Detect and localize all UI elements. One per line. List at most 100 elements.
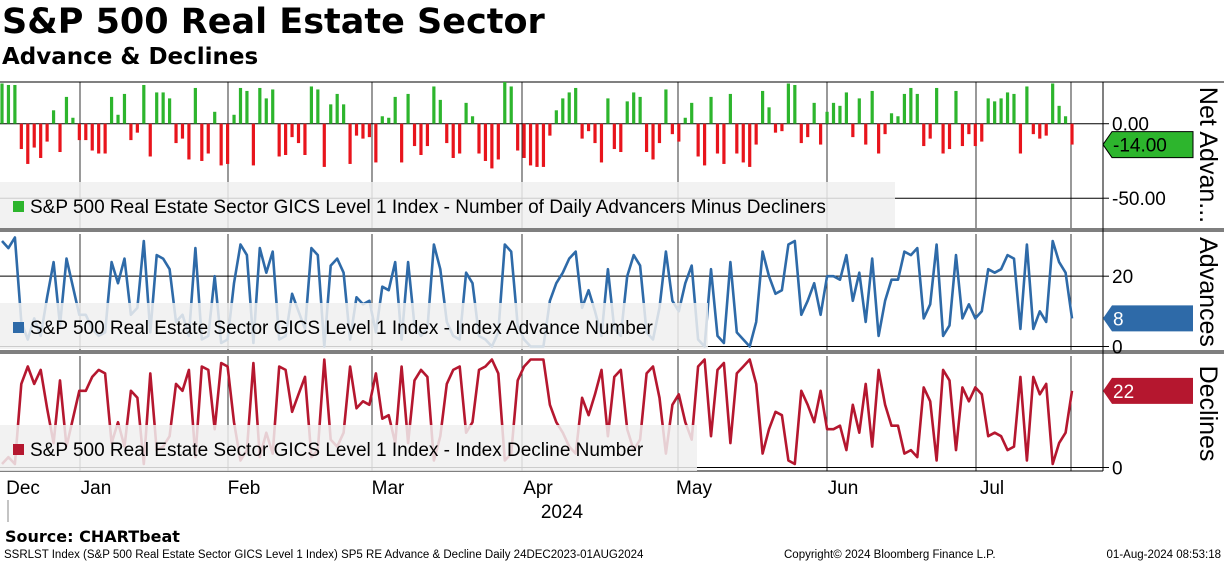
net-bar: [309, 86, 313, 124]
chart-title: S&P 500 Real Estate Sector: [2, 2, 545, 42]
net-bar: [664, 89, 668, 124]
net-bar: [909, 87, 913, 124]
legend-swatch: [13, 444, 24, 455]
net-bar: [142, 84, 146, 124]
net-bar: [586, 123, 591, 132]
net-bar: [103, 123, 107, 154]
net-bar: [1044, 123, 1048, 136]
net-bar: [844, 92, 848, 124]
net-bar: [348, 123, 352, 164]
net-bar: [290, 123, 294, 138]
y-tick-label: 0.00: [1112, 115, 1149, 136]
net-bar: [419, 123, 423, 155]
net-bar: [593, 123, 597, 144]
net-bar: [902, 93, 907, 124]
net-bar: [167, 98, 172, 124]
net-bar: [516, 123, 520, 151]
net-bar: [64, 96, 69, 124]
net-bar: [122, 93, 127, 124]
x-tick-label: Mar: [372, 478, 405, 499]
net-bar: [1031, 123, 1035, 135]
net-bar: [535, 123, 539, 167]
net-bar: [361, 123, 365, 139]
net-bar: [451, 123, 455, 158]
legend-box: [0, 182, 895, 228]
net-bar: [483, 123, 488, 161]
y-tick-label: 20: [1112, 267, 1133, 288]
net-bar: [935, 87, 939, 124]
net-bar: [877, 123, 881, 154]
net-bar: [999, 98, 1003, 124]
net-bar: [806, 123, 810, 138]
net-bar: [599, 123, 604, 163]
net-bar: [258, 87, 262, 124]
net-bar: [13, 84, 17, 124]
x-tick-label: Jun: [828, 478, 859, 499]
net-bar: [496, 123, 500, 160]
net-bar: [109, 96, 114, 124]
net-bar: [425, 123, 430, 147]
net-bar: [174, 123, 178, 144]
net-bar: [889, 113, 894, 124]
net-bar: [702, 123, 707, 166]
net-bar: [541, 123, 546, 167]
legend-label: S&P 500 Real Estate Sector GICS Level 1 …: [30, 318, 653, 339]
net-bar: [509, 86, 513, 124]
net-bar: [574, 87, 578, 124]
net-bar: [135, 123, 139, 133]
net-bar: [251, 123, 255, 166]
net-bar: [528, 123, 533, 166]
net-bar: [947, 123, 952, 150]
net-bar: [522, 123, 526, 158]
last-value-tag: [1103, 305, 1193, 332]
net-bar: [438, 99, 442, 124]
net-bar: [503, 82, 507, 124]
net-bar: [735, 123, 739, 154]
net-bar: [954, 90, 958, 124]
net-bar: [722, 123, 726, 164]
net-bar: [226, 123, 230, 164]
net-bar: [1005, 92, 1010, 124]
x-tick-label: Apr: [523, 478, 553, 499]
net-bar: [342, 104, 346, 124]
x-tick-label: May: [676, 478, 712, 499]
net-bar: [677, 123, 681, 142]
net-bar: [857, 98, 861, 124]
net-bar: [696, 123, 700, 157]
net-bar: [90, 123, 94, 151]
net-bar: [780, 123, 784, 132]
net-bar: [245, 90, 249, 124]
net-bar: [477, 123, 481, 154]
net-bar: [941, 123, 945, 154]
net-bar: [1057, 105, 1061, 124]
net-bar: [773, 123, 778, 133]
net-bar: [296, 123, 301, 144]
net-bar: [187, 123, 191, 160]
net-bar: [232, 114, 236, 124]
net-bar: [284, 123, 288, 155]
net-bar: [412, 123, 417, 147]
x-tick-label: Jul: [980, 478, 1004, 499]
axis-title-dec: Declines: [1194, 366, 1222, 462]
net-bar: [928, 123, 932, 139]
x-tick-label: Feb: [228, 478, 261, 499]
net-bar: [748, 123, 752, 167]
net-bar: [993, 101, 997, 124]
net-bar: [896, 116, 900, 124]
net-bar: [619, 123, 623, 153]
net-bar: [393, 96, 397, 124]
net-bar: [148, 123, 152, 157]
net-bar: [51, 110, 56, 124]
net-bar: [6, 84, 11, 124]
last-value-label: 22: [1113, 382, 1134, 403]
net-bar: [973, 123, 977, 147]
net-bar: [116, 114, 120, 124]
net-bar: [728, 93, 732, 124]
net-bar: [831, 102, 836, 124]
net-bar: [458, 123, 462, 154]
net-bar: [1051, 83, 1055, 124]
net-bar: [915, 93, 919, 124]
footer-copyright: Copyright© 2024 Bloomberg Finance L.P.: [784, 549, 996, 561]
net-bar: [406, 93, 410, 124]
